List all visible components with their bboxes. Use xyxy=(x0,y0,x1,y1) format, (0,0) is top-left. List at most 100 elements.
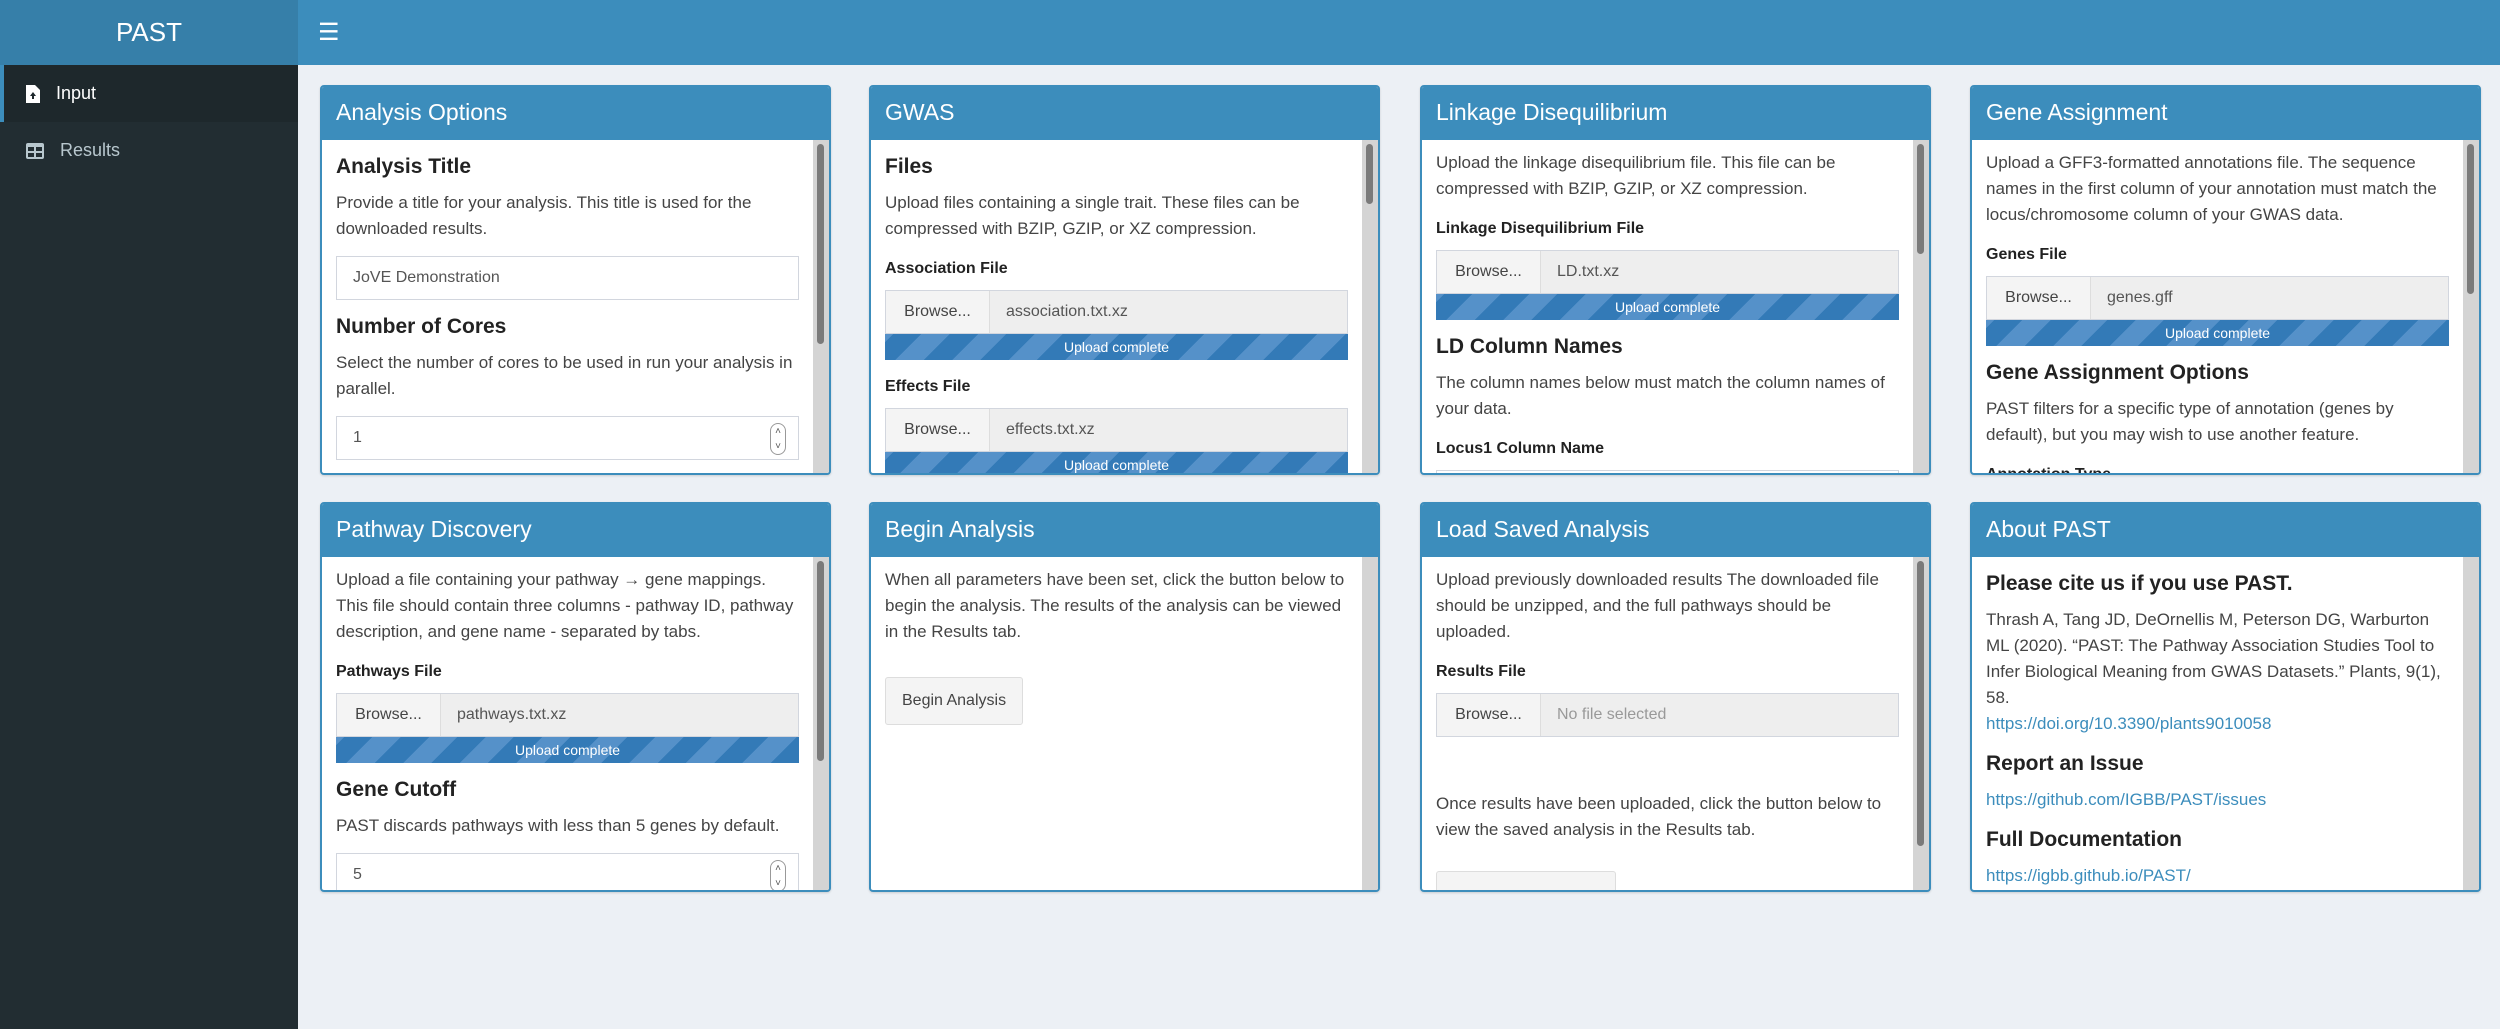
scrollbar[interactable] xyxy=(2463,557,2479,890)
file-upload-icon xyxy=(26,84,40,103)
cores-value: 1 xyxy=(353,429,362,446)
browse-button[interactable]: Browse... xyxy=(886,291,990,333)
help-text: PAST filters for a specific type of anno… xyxy=(1986,399,2394,444)
box-title: About PAST xyxy=(1972,504,2479,557)
pathways-file-input[interactable]: Browse... pathways.txt.xz xyxy=(336,693,799,737)
pathway-discovery-box: Pathway Discovery Upload a file containi… xyxy=(320,502,831,892)
issues-link[interactable]: https://github.com/IGBB/PAST/issues xyxy=(1986,790,2267,809)
docs-link[interactable]: https://igbb.github.io/PAST/ xyxy=(1986,866,2191,885)
field-label: Locus1 Column Name xyxy=(1436,440,1605,457)
help-text: Upload the linkage disequilibrium file. … xyxy=(1436,153,1836,198)
sidebar-item-label: Input xyxy=(56,83,97,103)
box-title: Pathway Discovery xyxy=(322,504,829,557)
help-text: Select the number of cores to be used in… xyxy=(336,353,793,398)
help-text: PAST discards pathways with less than 5 … xyxy=(336,816,780,835)
browse-button[interactable]: Browse... xyxy=(337,694,441,736)
app-logo[interactable]: PAST xyxy=(0,0,298,65)
begin-analysis-button[interactable]: Begin Analysis xyxy=(885,677,1024,725)
scrollbar[interactable] xyxy=(2463,140,2479,473)
load-analysis-button[interactable] xyxy=(1436,871,1616,890)
top-navbar: ☰ xyxy=(298,0,2500,65)
browse-button[interactable]: Browse... xyxy=(1987,277,2091,319)
analysis-options-box: Analysis Options Analysis Title Provide … xyxy=(320,85,831,475)
section-heading: Number of Cores xyxy=(336,315,507,338)
sidebar: Input Results xyxy=(0,65,298,1029)
help-text: Upload a file containing your pathway → … xyxy=(336,570,794,641)
field-label: Linkage Disequilibrium File xyxy=(1436,220,1645,237)
browse-button[interactable]: Browse... xyxy=(886,409,990,451)
scrollbar[interactable] xyxy=(1362,557,1378,890)
box-title: GWAS xyxy=(871,87,1378,140)
help-text: The column names below must match the co… xyxy=(1436,373,1885,418)
ld-file-input[interactable]: Browse... LD.txt.xz xyxy=(1436,250,1899,294)
file-placeholder: No file selected xyxy=(1541,694,1898,736)
help-text: Upload files containing a single trait. … xyxy=(885,193,1300,238)
doi-link[interactable]: https://doi.org/10.3390/plants9010058 xyxy=(1986,714,2272,733)
table-icon xyxy=(26,142,44,159)
help-text: Provide a title for your analysis. This … xyxy=(336,193,752,238)
section-heading: Analysis Title xyxy=(336,155,472,178)
file-name: LD.txt.xz xyxy=(1541,251,1898,293)
cutoff-value: 5 xyxy=(353,866,362,883)
load-saved-analysis-box: Load Saved Analysis Upload previously do… xyxy=(1420,502,1931,892)
help-text: Upload previously downloaded results The… xyxy=(1436,570,1879,641)
number-stepper[interactable]: ˄ ˅ xyxy=(770,423,786,455)
section-heading: Gene Assignment Options xyxy=(1986,361,2249,384)
field-label: Annotation Type xyxy=(1986,462,2449,473)
gwas-box: GWAS Files Upload files containing a sin… xyxy=(869,85,1380,475)
box-title: Begin Analysis xyxy=(871,504,1378,557)
upload-progress-bar: Upload complete xyxy=(885,452,1348,473)
field-label: Effects File xyxy=(885,378,971,395)
section-heading: Please cite us if you use PAST. xyxy=(1986,572,2293,595)
scrollbar[interactable] xyxy=(813,140,829,473)
association-file-input[interactable]: Browse... association.txt.xz xyxy=(885,290,1348,334)
box-title: Linkage Disequilibrium xyxy=(1422,87,1929,140)
upload-progress-bar: Upload complete xyxy=(885,334,1348,360)
browse-button[interactable]: Browse... xyxy=(1437,251,1541,293)
file-name: genes.gff xyxy=(2091,277,2448,319)
file-name: pathways.txt.xz xyxy=(441,694,798,736)
gene-cutoff-input[interactable]: 5 ˄ ˅ xyxy=(336,853,799,890)
upload-progress-bar: Upload complete xyxy=(1436,294,1899,320)
citation-text: Thrash A, Tang JD, DeOrnellis M, Peterso… xyxy=(1986,610,2441,707)
begin-analysis-box: Begin Analysis When all parameters have … xyxy=(869,502,1380,892)
field-label: Pathways File xyxy=(336,663,442,680)
cores-input[interactable]: 1 ˄ ˅ xyxy=(336,416,799,460)
genes-file-input[interactable]: Browse... genes.gff xyxy=(1986,276,2449,320)
menu-toggle-icon[interactable]: ☰ xyxy=(318,19,340,46)
field-label: Association File xyxy=(885,260,1008,277)
analysis-title-input[interactable]: JoVE Demonstration xyxy=(336,256,799,300)
file-name: effects.txt.xz xyxy=(990,409,1347,451)
results-file-input[interactable]: Browse... No file selected xyxy=(1436,693,1899,737)
upload-progress-bar: Upload complete xyxy=(1986,320,2449,346)
scrollbar[interactable] xyxy=(1913,557,1929,890)
section-heading: Files xyxy=(885,155,933,178)
scrollbar[interactable] xyxy=(1913,140,1929,473)
number-stepper[interactable]: ˄ ˅ xyxy=(770,860,786,890)
scrollbar[interactable] xyxy=(813,557,829,890)
linkage-disequilibrium-box: Linkage Disequilibrium Upload the linkag… xyxy=(1420,85,1931,475)
upload-progress-bar: Upload complete xyxy=(336,737,799,763)
section-heading: Gene Cutoff xyxy=(336,778,457,801)
scrollbar[interactable] xyxy=(1362,140,1378,473)
sidebar-item-input[interactable]: Input xyxy=(0,65,298,122)
help-text: When all parameters have been set, click… xyxy=(885,570,1345,641)
help-text: Upload a GFF3-formatted annotations file… xyxy=(1986,153,2437,224)
box-title: Load Saved Analysis xyxy=(1422,504,1929,557)
about-past-box: About PAST Please cite us if you use PAS… xyxy=(1970,502,2481,892)
field-label: Genes File xyxy=(1986,246,2067,263)
help-text: Once results have been uploaded, click t… xyxy=(1436,794,1882,839)
sidebar-item-label: Results xyxy=(60,140,121,160)
box-title: Analysis Options xyxy=(322,87,829,140)
section-heading: Report an Issue xyxy=(1986,752,2144,775)
field-label: Results File xyxy=(1436,663,1526,680)
file-name: association.txt.xz xyxy=(990,291,1347,333)
box-title: Gene Assignment xyxy=(1972,87,2479,140)
sidebar-item-results[interactable]: Results xyxy=(0,122,298,179)
locus1-column-input[interactable] xyxy=(1436,470,1899,473)
section-heading: LD Column Names xyxy=(1436,335,1623,358)
effects-file-input[interactable]: Browse... effects.txt.xz xyxy=(885,408,1348,452)
browse-button[interactable]: Browse... xyxy=(1437,694,1541,736)
gene-assignment-box: Gene Assignment Upload a GFF3-formatted … xyxy=(1970,85,2481,475)
section-heading: Full Documentation xyxy=(1986,828,2182,851)
